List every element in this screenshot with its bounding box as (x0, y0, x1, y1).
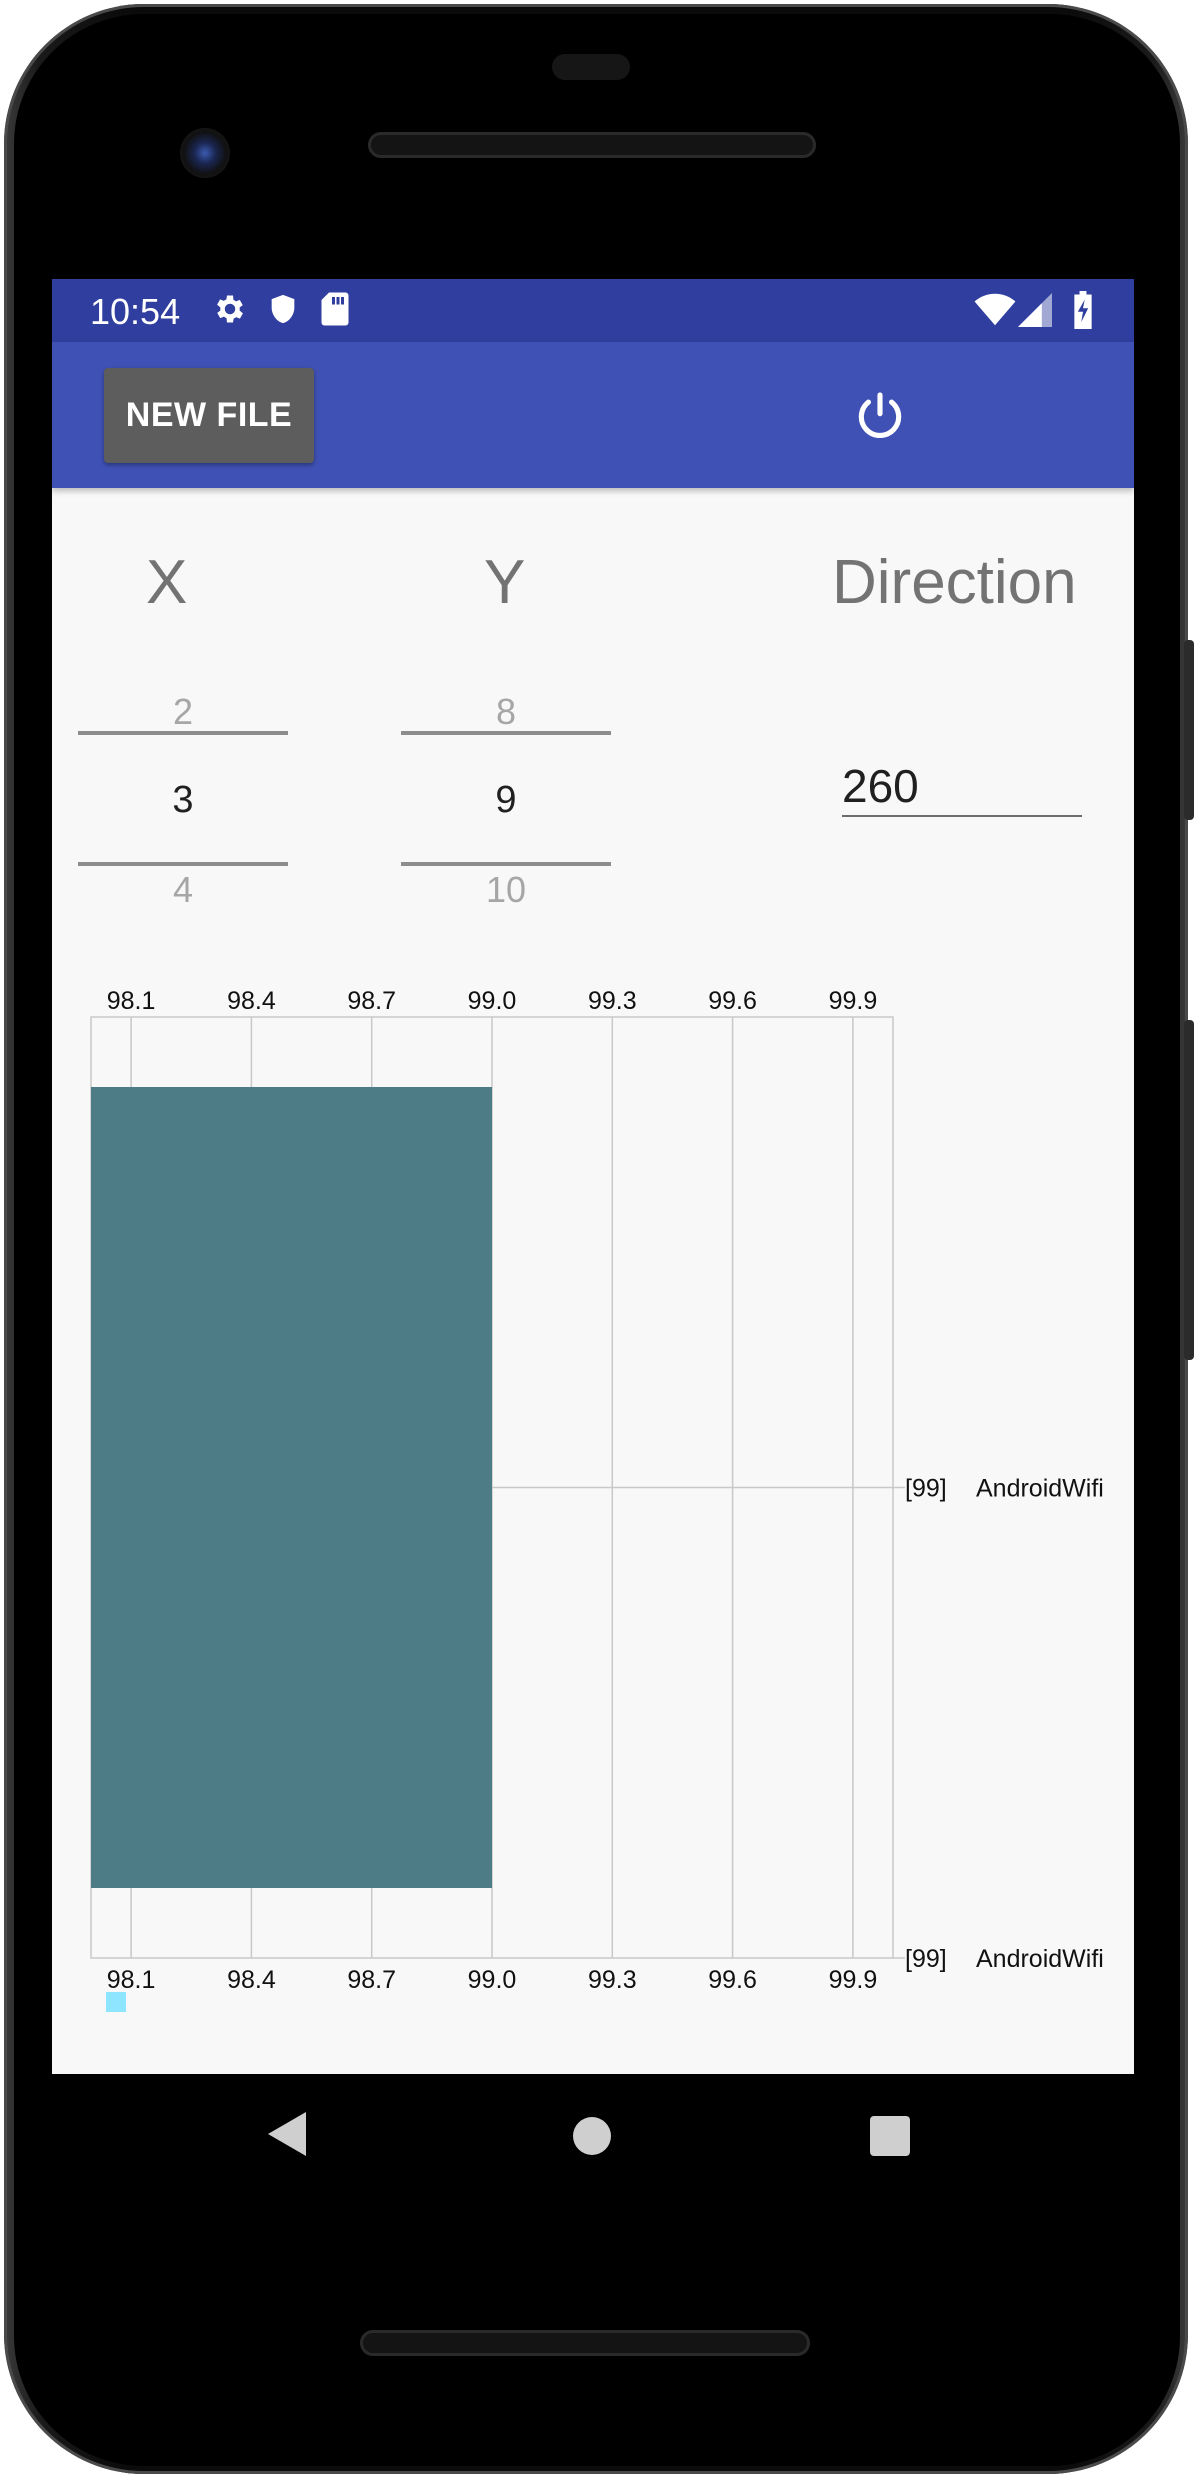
chart-category-name: AndroidWifi (976, 1475, 1104, 1503)
chart-tick-label-top: 99.0 (468, 987, 517, 1015)
chart-tick-label-bottom: 98.7 (347, 1966, 396, 1994)
power-icon (858, 392, 902, 439)
chart-tick-label-top: 99.3 (588, 987, 637, 1015)
chart-tick-label-bottom: 98.1 (107, 1966, 156, 1994)
chart-category-label: [99] (905, 1945, 947, 1973)
chart-tick-label-bottom: 99.0 (468, 1966, 517, 1994)
x-column-label: X (146, 548, 188, 617)
recent-apps-icon[interactable] (870, 2116, 910, 2156)
app-bar: NEW FILE (52, 342, 1134, 488)
y-column-label: Y (484, 548, 526, 617)
chart-category-name: AndroidWifi (976, 1945, 1104, 1973)
sensor-slot (552, 54, 630, 80)
signal-bar-chart: 98.1 98.1 98.4 98.4 98.7 98.7 99.0 99.0 99.3 99.3… (90, 987, 1104, 2012)
y-picker-current[interactable]: 9 (495, 779, 517, 821)
shield-icon (266, 291, 300, 332)
home-icon[interactable] (573, 2117, 611, 2155)
y-picker-divider-top (401, 731, 611, 735)
status-time: 10:54 (90, 291, 181, 332)
battery-charging-icon (1072, 291, 1094, 334)
front-camera-icon (180, 128, 230, 178)
chart-tick-label-top: 98.4 (227, 987, 276, 1015)
y-picker-divider-bottom (401, 862, 611, 866)
chart-tick-label-bottom: 99.9 (829, 1966, 878, 1994)
chart-tick-label-bottom: 99.6 (708, 1966, 757, 1994)
cell-signal-icon (1018, 293, 1052, 332)
direction-column-label: Direction (832, 548, 1077, 617)
direction-input[interactable]: 260 (842, 759, 1082, 817)
volume-side-button[interactable] (1184, 1020, 1194, 1360)
chart-tick-label-top: 99.6 (708, 987, 757, 1015)
x-picker-next[interactable]: 4 (172, 869, 194, 910)
chart-tick-label-top: 99.9 (829, 987, 878, 1015)
chart-legend-swatch (106, 1992, 126, 2012)
back-icon[interactable] (268, 2112, 306, 2156)
y-picker-next[interactable]: 10 (485, 869, 527, 910)
x-picker-divider-bottom (78, 862, 288, 866)
wifi-icon (974, 293, 1016, 332)
x-picker-prev[interactable]: 2 (172, 691, 194, 732)
power-button[interactable] (842, 378, 918, 454)
chart-category-label: [99] (905, 1475, 947, 1503)
power-side-button[interactable] (1184, 640, 1194, 820)
chart-tick-label-bottom: 99.3 (588, 1966, 637, 1994)
app-screen: 10:54 NEW FILE (52, 279, 1134, 2074)
gear-icon (212, 291, 248, 332)
x-picker-current[interactable]: 3 (172, 779, 194, 821)
bottom-speaker (360, 2330, 810, 2356)
chart-tick-label-top: 98.7 (347, 987, 396, 1015)
chart-tick-label-top: 98.1 (107, 987, 156, 1015)
chart-tick-label-bottom: 98.4 (227, 1966, 276, 1994)
new-file-button[interactable]: NEW FILE (104, 368, 314, 463)
status-bar: 10:54 (52, 279, 1134, 342)
chart-bar (91, 1087, 492, 1888)
sd-card-icon (320, 291, 350, 332)
earpiece-speaker (368, 132, 816, 158)
x-picker-divider-top (78, 731, 288, 735)
y-picker-prev[interactable]: 8 (495, 691, 517, 732)
